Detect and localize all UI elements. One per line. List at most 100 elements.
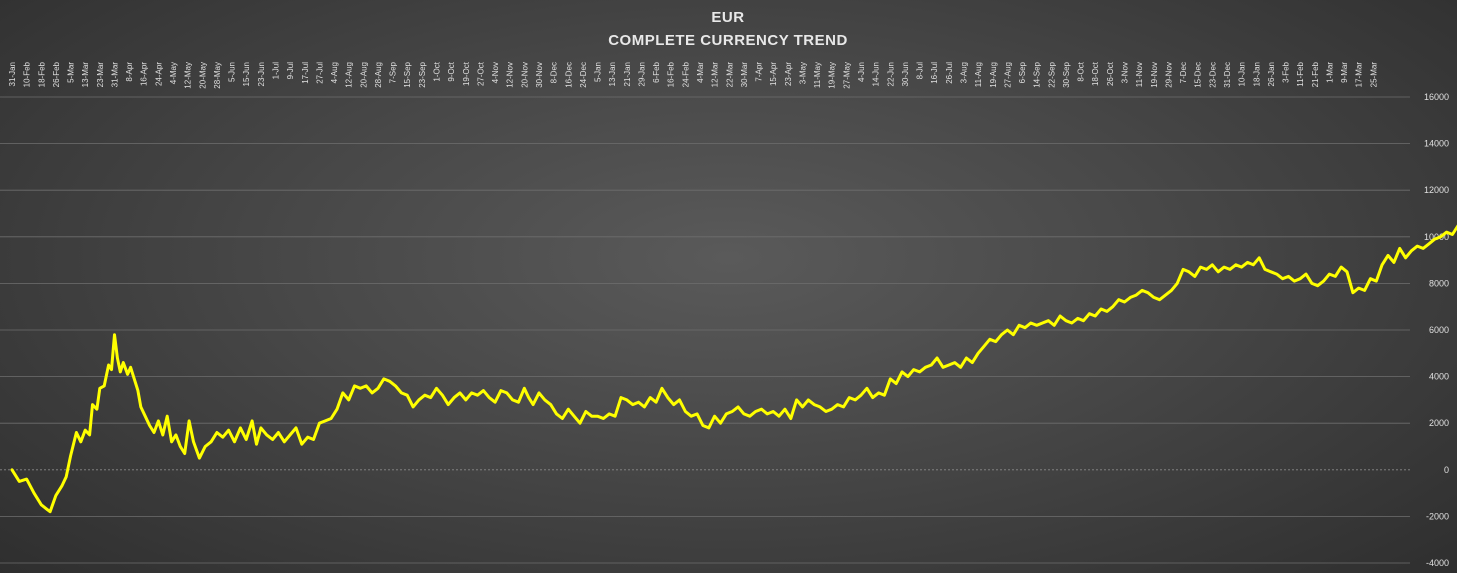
x-tick-label: 31-Jan — [8, 62, 17, 86]
x-tick-label: 26-Feb — [52, 61, 61, 87]
x-tick-label: 12-Aug — [345, 62, 354, 88]
y-tick-label: 4000 — [1429, 372, 1449, 382]
x-tick-label: 9-Jul — [286, 62, 295, 80]
x-tick-label: 8-Dec — [550, 62, 559, 83]
x-tick-label: 8-Oct — [1077, 61, 1086, 81]
x-tick-label: 15-Apr — [769, 62, 778, 86]
x-tick-label: 21-Feb — [1311, 61, 1320, 87]
x-tick-label: 6-Sep — [1018, 61, 1027, 83]
x-tick-label: 11-May — [813, 62, 822, 88]
x-tick-label: 8-Apr — [125, 62, 134, 82]
x-tick-label: 19-Nov — [1150, 62, 1159, 88]
y-axis: -4000 -2000 0 2000 4000 6000 8000 10000 12000 140… — [1424, 92, 1449, 568]
y-tick-label: 16000 — [1424, 92, 1449, 102]
x-tick-label: 19-May — [828, 62, 837, 89]
x-tick-label: 30-Mar — [740, 62, 749, 88]
x-tick-label: 24-Dec — [579, 62, 588, 88]
x-tick-label: 7-Apr — [755, 62, 764, 82]
x-tick-label: 4-Nov — [491, 62, 500, 83]
x-tick-label: 27-Aug — [1003, 62, 1012, 88]
x-tick-label: 18-Jan — [1252, 62, 1261, 86]
y-tick-label: 12000 — [1424, 185, 1449, 195]
x-tick-label: 18-Feb — [37, 61, 46, 87]
x-tick-label: 27-Jul — [315, 62, 324, 84]
x-tick-label: 18-Oct — [1091, 61, 1100, 86]
x-tick-label: 13-Jan — [608, 62, 617, 86]
x-tick-label: 31-Mar — [111, 62, 120, 88]
x-tick-label: 23-Jun — [257, 62, 266, 86]
x-tick-label: 22-Mar — [725, 62, 734, 88]
x-axis: 31-Jan 10-Feb 18-Feb 26-Feb 5-Mar 13-Mar 23-Ma… — [8, 61, 1378, 88]
x-tick-label: 7-Sep — [389, 61, 398, 83]
x-tick-label: 15-Sep — [403, 61, 412, 87]
x-tick-label: 26-Jan — [1267, 62, 1276, 86]
x-tick-label: 12-May — [184, 62, 193, 89]
x-tick-label: 22-Sep — [1047, 61, 1056, 87]
y-tick-label: 10000 — [1424, 232, 1449, 242]
x-tick-label: 6-Feb — [652, 61, 661, 82]
x-tick-label: 23-Apr — [784, 62, 793, 86]
x-tick-label: 26-Jul — [945, 62, 954, 84]
y-tick-label: -2000 — [1426, 511, 1449, 521]
series-layer — [10, 224, 1457, 514]
x-tick-label: 11-Aug — [974, 62, 983, 87]
x-tick-label: 22-Jun — [886, 62, 895, 86]
x-tick-label: 3-May — [799, 62, 808, 84]
y-tick-label: 0 — [1444, 465, 1449, 475]
x-tick-label: 28-May — [213, 62, 222, 89]
x-tick-label: 16-Feb — [667, 61, 676, 87]
x-tick-label: 10-Jan — [1238, 62, 1247, 86]
y-tick-label: 14000 — [1424, 139, 1449, 149]
x-tick-label: 20-Nov — [520, 62, 529, 88]
x-tick-label: 11-Feb — [1296, 61, 1305, 86]
x-tick-label: 25-Mar — [1369, 62, 1378, 88]
x-tick-label: 8-Jul — [916, 62, 925, 80]
x-tick-label: 28-Aug — [374, 62, 383, 88]
x-tick-label: 4-Jun — [857, 62, 866, 82]
x-tick-label: 7-Dec — [1179, 62, 1188, 83]
x-tick-label: 9-Mar — [1340, 62, 1349, 83]
x-tick-label: 15-Jun — [242, 62, 251, 86]
y-tick-label: 8000 — [1429, 278, 1449, 288]
x-tick-label: 29-Jan — [637, 62, 646, 86]
y-tick-label: 6000 — [1429, 325, 1449, 335]
x-tick-label: 27-May — [842, 62, 851, 89]
x-tick-label: 30-Nov — [535, 62, 544, 88]
x-tick-label: 9-Oct — [447, 61, 456, 81]
chart-subtitle: COMPLETE CURRENCY TREND — [608, 32, 848, 49]
x-tick-label: 23-Mar — [96, 62, 105, 88]
x-tick-label: 24-Apr — [154, 62, 163, 86]
x-tick-label: 16-Dec — [564, 62, 573, 88]
x-tick-label: 1-Mar — [1325, 62, 1334, 83]
x-tick-label: 12-Nov — [506, 62, 515, 88]
series-line — [10, 224, 1457, 514]
x-tick-label: 20-Aug — [359, 62, 368, 88]
x-tick-label: 4-Aug — [330, 62, 339, 83]
x-tick-label: 21-Jan — [623, 62, 632, 86]
x-tick-label: 4-May — [169, 62, 178, 84]
x-tick-label: 30-Sep — [1062, 61, 1071, 87]
x-tick-label: 14-Jun — [872, 62, 881, 86]
x-tick-label: 29-Nov — [1164, 62, 1173, 88]
x-tick-label: 1-Jul — [272, 62, 281, 80]
x-tick-label: 5-Jun — [228, 62, 237, 82]
x-tick-label: 23-Sep — [418, 61, 427, 87]
x-tick-label: 1-Oct — [433, 61, 442, 81]
x-tick-label: 31-Dec — [1223, 62, 1232, 88]
x-tick-label: 3-Feb — [1282, 61, 1291, 82]
x-tick-label: 13-Mar — [81, 62, 90, 88]
x-tick-label: 26-Oct — [1106, 61, 1115, 86]
x-tick-label: 5-Jan — [594, 62, 603, 82]
x-tick-label: 4-Mar — [696, 62, 705, 83]
x-tick-label: 17-Jul — [301, 62, 310, 84]
x-tick-label: 23-Dec — [1208, 62, 1217, 88]
gridlines — [0, 96, 1410, 564]
x-tick-label: 12-Mar — [711, 62, 720, 88]
x-tick-label: 5-Mar — [67, 62, 76, 83]
x-tick-label: 30-Jun — [901, 62, 910, 86]
x-tick-label: 19-Aug — [989, 62, 998, 88]
x-tick-label: 19-Oct — [462, 61, 471, 86]
x-tick-label: 16-Apr — [140, 62, 149, 86]
